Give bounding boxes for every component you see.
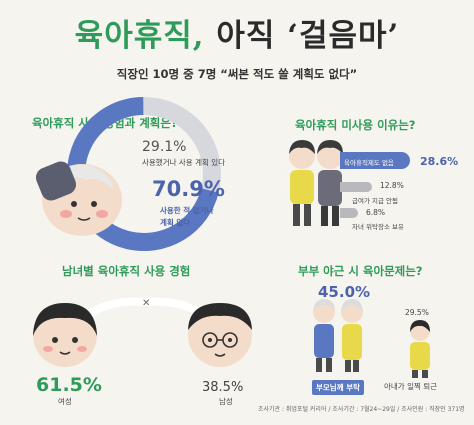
svg-text:✕: ✕ bbox=[142, 298, 150, 309]
overtime-label-2: 아내가 일찍 퇴근 bbox=[384, 382, 438, 391]
reason-bar-2 bbox=[340, 182, 372, 192]
title-green-part: 육아휴직, bbox=[74, 18, 205, 54]
donut-ring-primary bbox=[67, 97, 221, 251]
page-subtitle: 직장인 10명 중 7명 “써본 적도 쓸 계획도 없다” bbox=[116, 67, 358, 81]
overtime-pct-1: 45.0% bbox=[318, 283, 371, 301]
experience-label-2b: 계획 없다 bbox=[160, 218, 191, 227]
grandparents-illustration-icon bbox=[313, 299, 363, 372]
experience-label-1: 사용했거나 사용 계획 있다 bbox=[142, 158, 226, 167]
wife-illustration-icon bbox=[410, 320, 430, 378]
experience-pct-1: 29.1% bbox=[142, 139, 187, 155]
reason-label-2: 급여가 지급 안됨 bbox=[352, 197, 398, 205]
reason-bar-3 bbox=[340, 208, 358, 218]
experience-label-2a: 사용한 적 없거나 bbox=[160, 206, 214, 215]
female-pct: 61.5% bbox=[36, 374, 102, 396]
title-dark-part: 아직 ‘걸음마’ bbox=[216, 18, 400, 54]
female-label: 여성 bbox=[58, 397, 72, 406]
reasons-title: 육아휴직 미사용 이유는? bbox=[295, 118, 416, 132]
female-face-icon bbox=[33, 303, 97, 367]
male-label: 남성 bbox=[219, 397, 233, 406]
reason-pct-3: 6.8% bbox=[366, 208, 386, 217]
reason-label-1: 육아휴직제도 없음 bbox=[344, 159, 394, 167]
couple-illustration-icon bbox=[289, 140, 343, 226]
gender-title: 남녀별 육아휴직 사용 경험 bbox=[62, 264, 191, 278]
overtime-label-1: 부모님께 부탁 bbox=[312, 380, 365, 395]
male-pct: 38.5% bbox=[202, 380, 244, 395]
reason-pct-2: 12.8% bbox=[380, 181, 404, 190]
grandparent-face-icon bbox=[35, 161, 122, 236]
overtime-pct-2: 29.5% bbox=[405, 308, 429, 317]
experience-pct-2: 70.9% bbox=[152, 177, 225, 201]
reason-bar-1 bbox=[340, 152, 410, 169]
male-face-icon bbox=[188, 303, 252, 367]
survey-footer: 조사기관 : 취업포털 커리어 / 조사기간 : 7월24~29일 / 조사인원… bbox=[258, 406, 465, 413]
reason-label-3: 자녀 위탁장소 보유 bbox=[352, 223, 404, 231]
overtime-title: 부부 야근 시 육아문제는? bbox=[298, 264, 423, 278]
page-title: 육아휴직, 아직 ‘걸음마’ bbox=[0, 10, 474, 55]
reason-pct-1: 28.6% bbox=[420, 155, 459, 168]
